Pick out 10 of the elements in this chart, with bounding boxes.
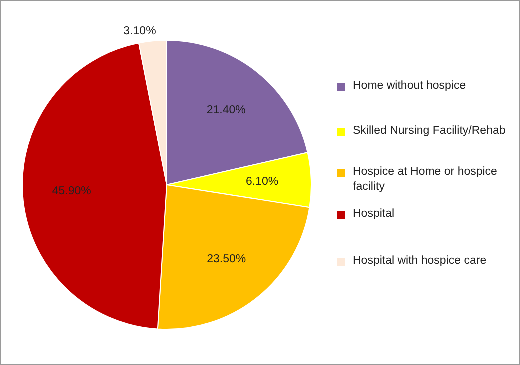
data-label: 6.10% (246, 176, 279, 188)
legend-label: Home without hospice (353, 79, 468, 94)
data-label: 45.90% (52, 185, 92, 198)
legend-label: Skilled Nursing Facility/Rehab (353, 124, 507, 139)
legend-label: Hospice at Home or hospice facility (353, 165, 498, 195)
data-label: 21.40% (206, 104, 246, 117)
data-label: 3.10% (124, 25, 156, 38)
legend-label: Hospital with hospice care (353, 254, 488, 269)
data-label: 23.50% (207, 254, 246, 266)
legend-label: Hospital (353, 207, 396, 222)
